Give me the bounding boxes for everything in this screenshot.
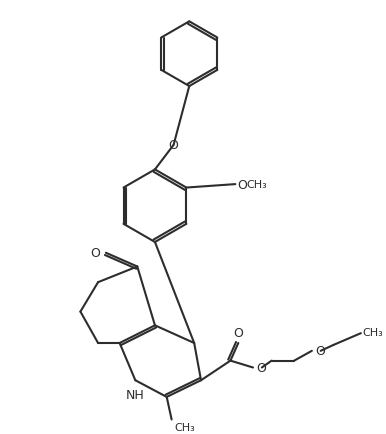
Text: O: O xyxy=(234,326,243,339)
Text: CH₃: CH₃ xyxy=(246,180,267,190)
Text: CH₃: CH₃ xyxy=(363,327,384,337)
Text: O: O xyxy=(315,345,325,358)
Text: O: O xyxy=(237,178,247,191)
Text: O: O xyxy=(256,361,266,374)
Text: O: O xyxy=(90,247,100,260)
Text: NH: NH xyxy=(126,388,145,401)
Text: O: O xyxy=(169,139,178,152)
Text: CH₃: CH₃ xyxy=(174,422,195,432)
